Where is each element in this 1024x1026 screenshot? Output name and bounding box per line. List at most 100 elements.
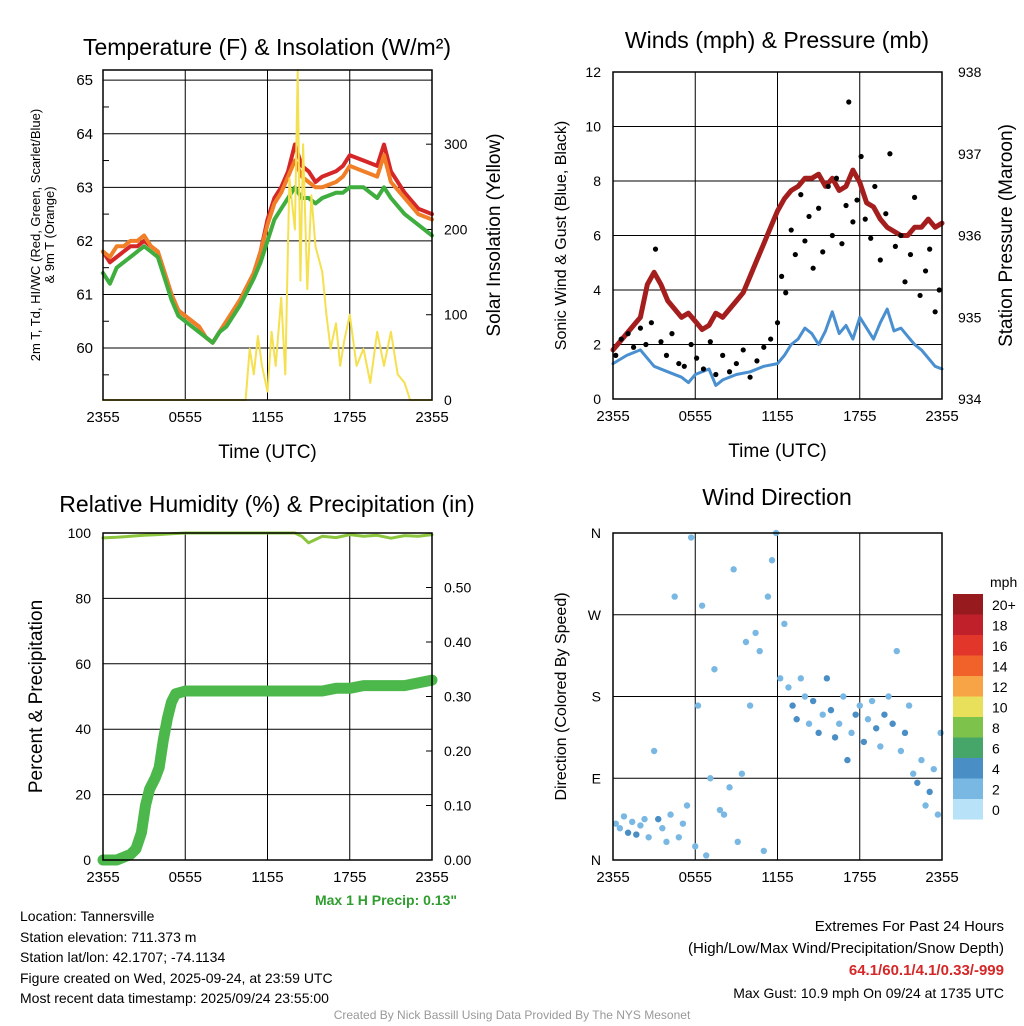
gust-point	[839, 241, 845, 247]
gust-point	[613, 352, 619, 358]
direction-point	[781, 620, 788, 628]
y2-tick-label: 100	[444, 307, 468, 323]
gust-point	[663, 352, 670, 358]
y2-tick-label: 934	[958, 391, 982, 407]
extremes-title: Extremes For Past 24 Hours	[814, 918, 1004, 935]
gust-point	[810, 265, 816, 271]
direction-point	[659, 825, 666, 832]
recent-timestamp: Most recent data timestamp: 2025/09/24 2…	[20, 990, 329, 1006]
precipitation-line	[97, 674, 438, 866]
direction-point	[675, 834, 682, 841]
direction-point	[893, 647, 900, 655]
extremes-subtitle: (High/Low/Max Wind/Precipitation/Snow De…	[688, 940, 1004, 957]
y2-tick-label: 935	[958, 309, 982, 325]
gust-point	[618, 336, 624, 342]
gust-point	[652, 246, 659, 252]
direction-point	[897, 747, 905, 755]
direction-point	[683, 802, 691, 809]
legend-title: mph	[990, 574, 1017, 590]
direction-point	[922, 802, 929, 809]
chart-title: Temperature (F) & Insolation (W/m²)	[83, 34, 451, 60]
direction-point	[746, 702, 754, 709]
gust-point	[688, 341, 694, 348]
plot-frame	[102, 532, 433, 861]
direction-point	[620, 813, 628, 820]
x-tick-label: 1155	[761, 408, 793, 425]
x-tick-label: 2355	[596, 408, 629, 425]
direction-point	[687, 534, 695, 541]
sonic-wind-line	[611, 307, 944, 387]
y2-tick-label: 936	[958, 228, 982, 244]
direction-point	[840, 693, 847, 700]
legend-swatch	[953, 696, 983, 717]
precip-annotation: Max 1 H Precip: 0.13"	[315, 892, 457, 908]
direction-point	[760, 847, 767, 855]
gust-point	[648, 320, 654, 326]
gust-point	[761, 344, 767, 350]
legend-swatch	[953, 635, 983, 656]
max-gust: Max Gust: 10.9 mph On 09/24 at 1735 UTC	[733, 985, 1004, 1001]
legend-label: 0	[992, 802, 1000, 818]
direction-point	[777, 675, 784, 682]
gust-point	[898, 232, 904, 239]
gust-point	[892, 243, 898, 249]
gust-point	[887, 151, 893, 157]
y-tick-label: 40	[75, 721, 91, 737]
y2-tick-label: 200	[444, 221, 468, 237]
direction-point	[844, 756, 851, 764]
x-tick-label: 1155	[251, 409, 283, 426]
direction-point	[856, 702, 863, 709]
gust-point	[854, 197, 860, 203]
gust-point	[774, 320, 781, 326]
direction-point	[679, 820, 687, 827]
direction-point	[930, 765, 937, 773]
legend-label: 18	[992, 618, 1008, 634]
legend-swatch	[953, 758, 983, 779]
gust-point	[792, 251, 798, 258]
direction-point	[667, 811, 674, 818]
direction-point	[848, 729, 855, 737]
direction-point	[918, 756, 925, 764]
direction-point	[655, 815, 662, 823]
direction-point	[726, 784, 733, 791]
legend-swatch	[953, 614, 983, 635]
y2-tick-label: 0.10	[444, 798, 471, 814]
direction-point	[910, 770, 917, 777]
direction-point	[616, 825, 624, 832]
gust-point	[927, 246, 933, 252]
gust-point	[700, 366, 707, 372]
td-line	[101, 185, 434, 345]
legend-swatch	[953, 737, 983, 758]
y-tick-label: 63	[76, 179, 93, 196]
direction-point	[827, 706, 835, 714]
gust-point	[783, 290, 789, 296]
x-tick-label: 2355	[925, 408, 958, 425]
gust-point	[681, 363, 687, 369]
direction-point	[628, 818, 636, 826]
legend-label: 16	[992, 638, 1008, 654]
x-tick-label: 1155	[761, 869, 793, 886]
direction-point	[703, 852, 710, 859]
y-tick-label: S	[592, 689, 601, 705]
legend-label: 20+	[992, 597, 1016, 613]
x-tick-label: 2355	[86, 869, 119, 886]
gust-point	[902, 279, 908, 285]
gust-point	[658, 339, 664, 345]
gust-point	[907, 251, 914, 258]
direction-point	[937, 729, 944, 737]
plot-frame	[102, 69, 433, 401]
x-axis-label: Time (UTC)	[728, 441, 827, 462]
plot-frame	[612, 71, 943, 400]
legend-label: 8	[992, 720, 1000, 736]
direction-point	[877, 743, 884, 750]
x-axis-label: Time (UTC)	[218, 442, 317, 463]
direction-point	[868, 697, 876, 705]
y-tick-label: N	[591, 852, 601, 868]
legend-label: 4	[992, 761, 1000, 777]
direction-point	[914, 779, 921, 786]
extremes-values: 64.1/60.1/4.1/0.33/-999	[848, 962, 1004, 979]
gust-point	[806, 213, 812, 220]
direction-point	[905, 702, 913, 709]
direction-point	[764, 593, 772, 600]
chart-title: Relative Humidity (%) & Precipitation (i…	[59, 491, 474, 517]
